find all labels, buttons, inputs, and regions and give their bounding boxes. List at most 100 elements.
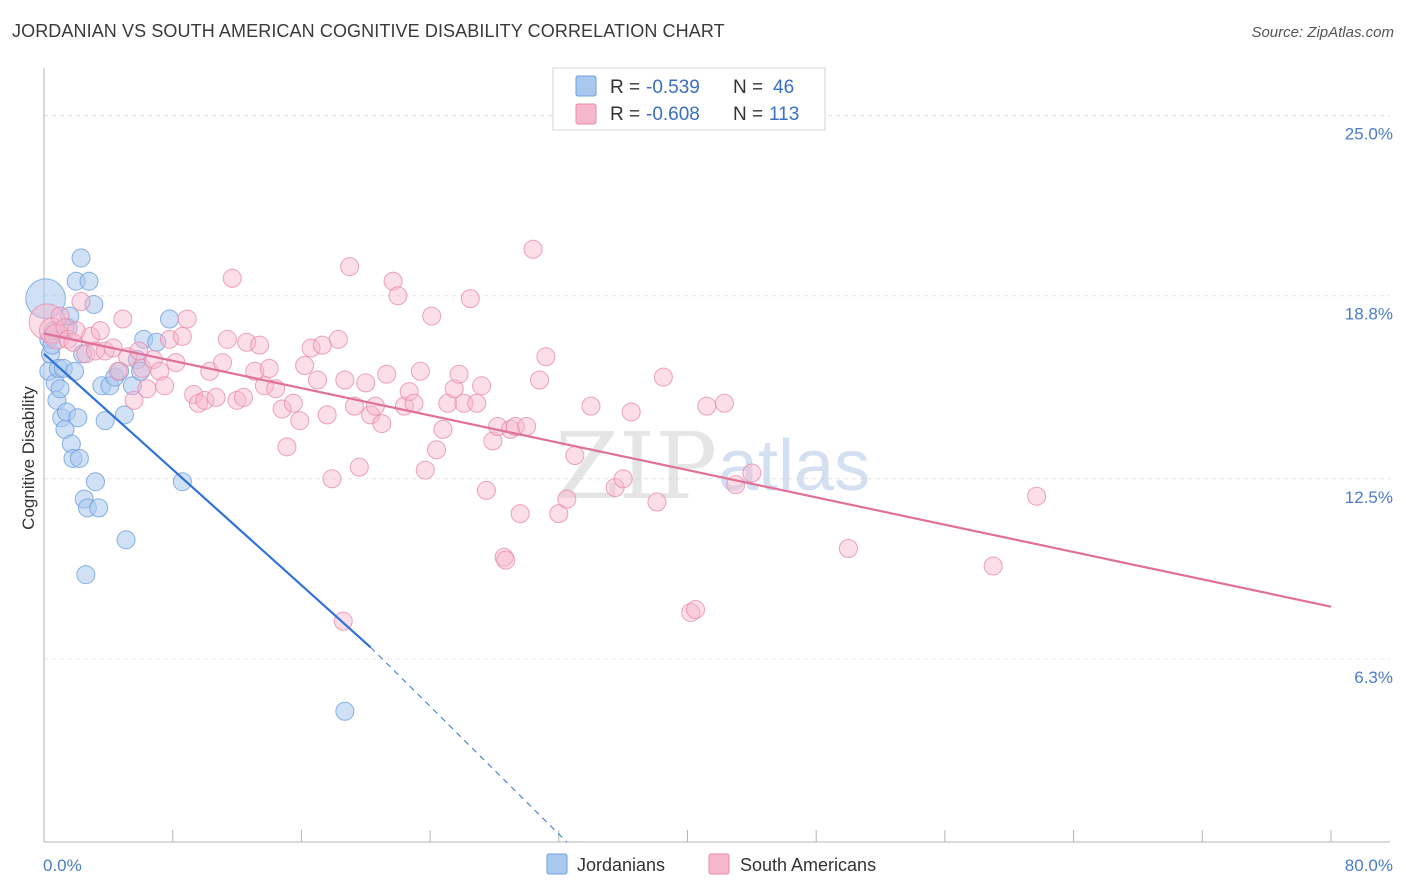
south-american-point (496, 550, 516, 570)
south-american-point (483, 431, 503, 451)
south-american-point (272, 399, 292, 419)
south-american-point (983, 556, 1003, 576)
jordanian-point (89, 498, 109, 518)
legend-swatch-south-americans (575, 103, 597, 125)
south-american-point (454, 393, 474, 413)
south-american-point (222, 268, 242, 288)
south-american-point (427, 440, 447, 460)
series-south-americans (28, 239, 1047, 631)
bottom-legend-swatch-south-americans (708, 853, 730, 875)
south-american-point (245, 361, 265, 381)
y-tick-label-2: 18.8% (1345, 305, 1393, 324)
south-american-point (444, 379, 464, 399)
south-american-point (388, 286, 408, 306)
trend-line-jordanians (43, 353, 372, 649)
south-american-point (438, 393, 458, 413)
south-american-point (90, 321, 110, 341)
bottom-legend-label-jordanians: Jordanians (577, 855, 665, 875)
y-tick-label-0: 6.3% (1354, 668, 1393, 687)
south-american-point (81, 326, 101, 346)
south-american-point (647, 492, 667, 512)
south-american-point (277, 437, 297, 457)
south-american-point (536, 347, 556, 367)
south-american-point (476, 480, 496, 500)
south-american-point (137, 379, 157, 399)
south-american-point (250, 335, 270, 355)
south-american-point (433, 419, 453, 439)
source-credit: Source: ZipAtlas.com (1251, 24, 1394, 41)
south-american-point (50, 306, 70, 326)
south-american-point (510, 504, 530, 524)
south-american-point (233, 387, 253, 407)
series-jordanians (25, 248, 355, 721)
south-american-point (322, 469, 342, 489)
legend-n-value-2: 113 (769, 104, 799, 125)
south-american-point (206, 387, 226, 407)
jordanian-point (131, 361, 151, 381)
south-american-point (344, 396, 364, 416)
south-american-point (383, 271, 403, 291)
south-american-point (415, 460, 435, 480)
jordanian-point (68, 408, 88, 428)
south-american-point (335, 370, 355, 390)
south-american-point (108, 361, 128, 381)
south-american-point (523, 239, 543, 259)
south-american-point (349, 457, 369, 477)
south-american-point (517, 416, 537, 436)
legend-box (552, 67, 826, 131)
jordanian-point (65, 361, 85, 381)
south-american-point (449, 364, 469, 384)
south-american-point (259, 358, 279, 378)
watermark-atlas: atlas (718, 426, 870, 506)
south-american-point (742, 463, 762, 483)
legend-swatch-jordanians (575, 75, 597, 97)
south-american-point (410, 361, 430, 381)
south-american-point (328, 329, 348, 349)
y-tick-label-1: 12.5% (1345, 488, 1393, 507)
trend-lines (43, 332, 1332, 843)
south-american-point (505, 416, 525, 436)
south-american-point (404, 393, 424, 413)
x-tick-label-0: 0.0% (43, 856, 82, 875)
south-american-point (1027, 486, 1047, 506)
y-axis-label: Cognitive Disability (19, 386, 38, 530)
south-american-point (301, 338, 321, 358)
south-american-point (715, 393, 735, 413)
jordanian-point (79, 271, 99, 291)
bottom-legend-swatch-jordanians (546, 853, 568, 875)
south-american-point (290, 411, 310, 431)
south-american-point (317, 405, 337, 425)
bottom-legend-label-south-americans: South Americans (740, 855, 876, 875)
jordanian-point (172, 472, 192, 492)
legend: R = -0.539 N = 46 R = -0.608 N = 113 (552, 67, 826, 131)
south-american-point (377, 364, 397, 384)
legend-r-label-2: R = (610, 104, 640, 125)
jordanian-point (69, 448, 89, 468)
south-american-point (581, 396, 601, 416)
trend-line-jordanians-extension (370, 646, 568, 843)
south-american-point (55, 318, 75, 338)
south-american-point (150, 361, 170, 381)
bottom-legend: Jordanians South Americans (546, 853, 876, 875)
south-american-point (399, 382, 419, 402)
y-tick-label-3: 25.0% (1345, 125, 1393, 144)
south-american-point (557, 489, 577, 509)
south-american-point (217, 329, 237, 349)
south-american-point (697, 396, 717, 416)
south-american-point (372, 414, 392, 434)
south-american-point (295, 355, 315, 375)
south-american-point (312, 335, 332, 355)
jordanian-point (116, 530, 136, 550)
south-american-point (549, 504, 569, 524)
legend-n-label-1: N = (733, 77, 763, 98)
jordanian-point (159, 309, 179, 329)
south-american-point (71, 292, 91, 312)
legend-n-value-1: 46 (773, 77, 794, 98)
axes (43, 68, 1390, 843)
south-american-point (621, 402, 641, 422)
jordanian-point (71, 248, 91, 268)
south-american-point (653, 367, 673, 387)
south-american-point (113, 309, 133, 329)
grid-lines (44, 115, 1390, 660)
jordanian-point (114, 405, 134, 425)
